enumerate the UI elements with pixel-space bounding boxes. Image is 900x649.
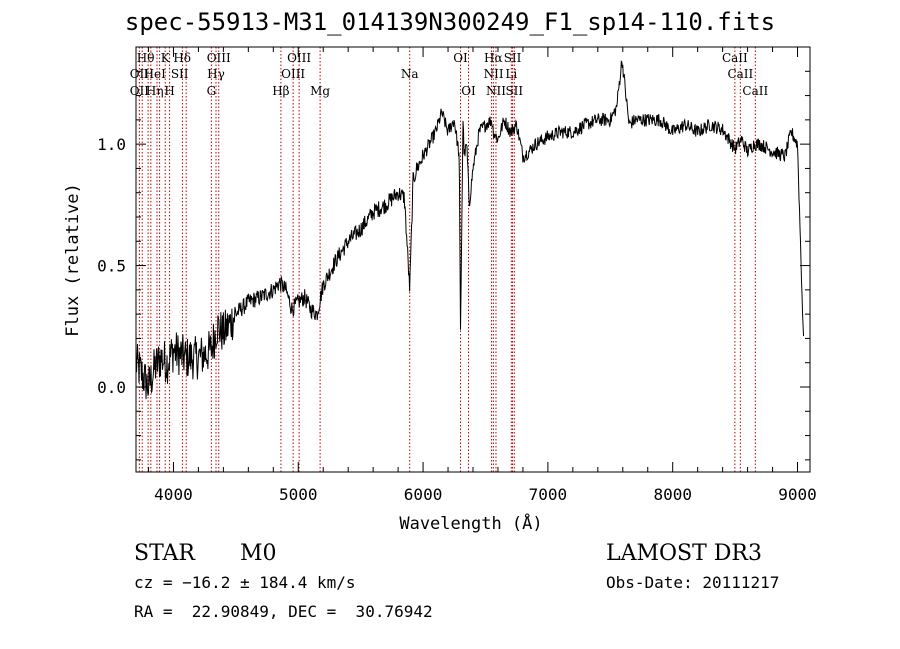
line-label-row3-6: OI bbox=[461, 84, 476, 98]
line-label-row3-7: NII bbox=[486, 84, 506, 98]
line-label-row2-6: NII bbox=[484, 67, 504, 81]
x-tick-label-3: 7000 bbox=[529, 485, 568, 504]
line-label-row1-6: Hα bbox=[484, 51, 503, 65]
x-tick-label-5: 9000 bbox=[778, 485, 817, 504]
chart-title: spec-55913-M31_014139N300249_F1_sp14-110… bbox=[124, 8, 776, 36]
line-label-row2-3: Hγ bbox=[207, 67, 225, 81]
spectrum-series bbox=[135, 60, 804, 400]
x-tick-label-2: 6000 bbox=[404, 485, 443, 504]
line-label-row2-5: Na bbox=[401, 67, 419, 81]
line-label-row1-5: OI bbox=[453, 51, 468, 65]
line-label-row1-7: SII bbox=[504, 51, 522, 65]
line-label-row3-3: G bbox=[207, 84, 217, 98]
spectrum-line bbox=[135, 60, 804, 400]
line-label-row3-8: SII bbox=[505, 84, 523, 98]
y-tick-label-2: 1.0 bbox=[97, 135, 126, 154]
line-label-row2-1: HeI bbox=[144, 67, 167, 81]
object-subclass: M0 bbox=[240, 541, 277, 566]
x-tick-label-4: 8000 bbox=[653, 485, 692, 504]
survey-name: LAMOST DR3 bbox=[606, 541, 762, 566]
line-label-row2-0: OII bbox=[130, 67, 150, 81]
object-class: STAR bbox=[134, 541, 195, 566]
y-tick-label-1: 0.5 bbox=[97, 257, 126, 276]
line-label-row1-2: Hδ bbox=[173, 51, 191, 65]
line-label-row2-7: Li bbox=[505, 67, 517, 81]
redshift-cz: cz = −16.2 ± 184.4 km/s bbox=[134, 573, 356, 592]
line-label-row1-1: K bbox=[161, 51, 171, 65]
observation-date: Obs-Date: 20111217 bbox=[606, 573, 780, 592]
coordinates: RA = 22.90849, DEC = 30.76942 bbox=[134, 602, 433, 621]
line-label-row3-1: Hη bbox=[146, 84, 164, 98]
line-label-row1-3: OIII bbox=[207, 51, 231, 65]
spectral-line-markers bbox=[138, 47, 756, 472]
line-label-row3-5: Mg bbox=[310, 84, 330, 98]
line-label-row3-2: H bbox=[164, 84, 174, 98]
line-label-row3-4: Hβ bbox=[272, 84, 289, 98]
line-label-row2-4: OIII bbox=[281, 67, 305, 81]
plot-frame bbox=[135, 46, 811, 473]
axes: 4000 5000 6000 7000 8000 9000 0.0 0.5 1.0 bbox=[97, 47, 817, 504]
line-label-row3-0: OII bbox=[130, 84, 150, 98]
line-label-row3-9: CaII bbox=[742, 84, 768, 98]
y-tick-label-0: 0.0 bbox=[97, 378, 126, 397]
line-label-row2-8: CaII bbox=[727, 67, 753, 81]
line-label-row1-4: OIII bbox=[287, 51, 311, 65]
y-axis-label: Flux (relative) bbox=[63, 183, 83, 337]
line-label-row2-2: SII bbox=[171, 67, 189, 81]
line-label-row1-8: CaII bbox=[722, 51, 748, 65]
x-tick-label-0: 4000 bbox=[154, 485, 193, 504]
x-axis-label: Wavelength (Å) bbox=[399, 512, 542, 534]
line-label-row1-0: Hθ bbox=[137, 51, 155, 65]
x-tick-label-1: 5000 bbox=[279, 485, 318, 504]
